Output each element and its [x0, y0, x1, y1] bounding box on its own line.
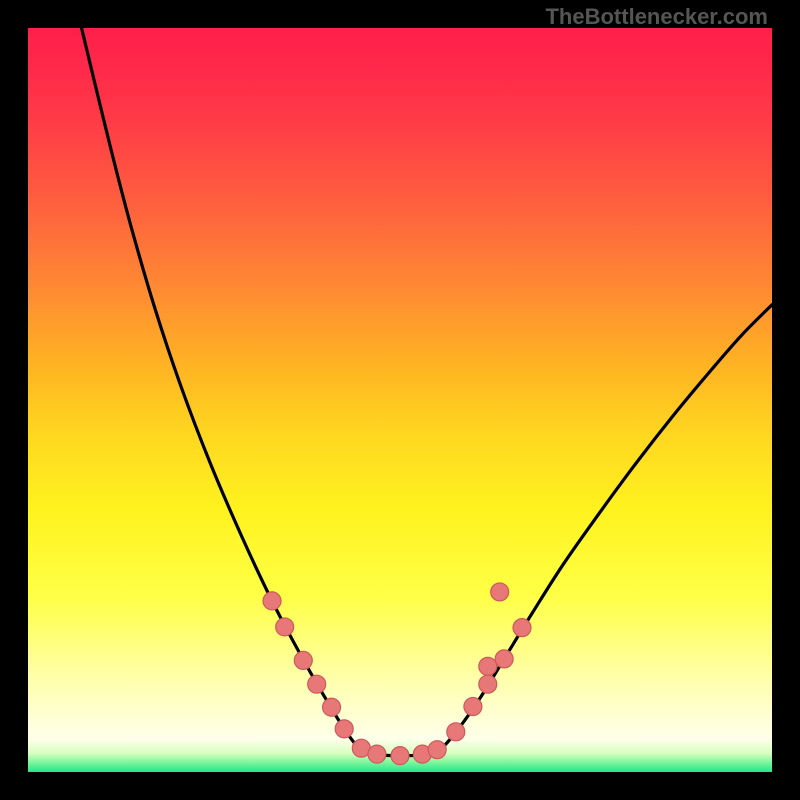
- data-marker: [495, 650, 513, 668]
- data-marker: [323, 698, 341, 716]
- data-marker: [491, 583, 509, 601]
- data-marker: [263, 592, 281, 610]
- data-marker: [479, 675, 497, 693]
- data-marker: [368, 745, 386, 763]
- gradient-background: [28, 28, 772, 772]
- watermark-text: TheBottlenecker.com: [545, 4, 768, 30]
- data-marker: [447, 723, 465, 741]
- chart-frame: TheBottlenecker.com: [0, 0, 800, 800]
- data-marker: [294, 651, 312, 669]
- data-marker: [276, 618, 294, 636]
- data-marker: [308, 675, 326, 693]
- data-marker: [391, 747, 409, 765]
- chart-svg: [0, 0, 800, 800]
- data-marker: [428, 741, 446, 759]
- data-marker: [335, 720, 353, 738]
- data-marker: [479, 657, 497, 675]
- data-marker: [464, 698, 482, 716]
- plot-area: [0, 0, 800, 800]
- data-marker: [513, 619, 531, 637]
